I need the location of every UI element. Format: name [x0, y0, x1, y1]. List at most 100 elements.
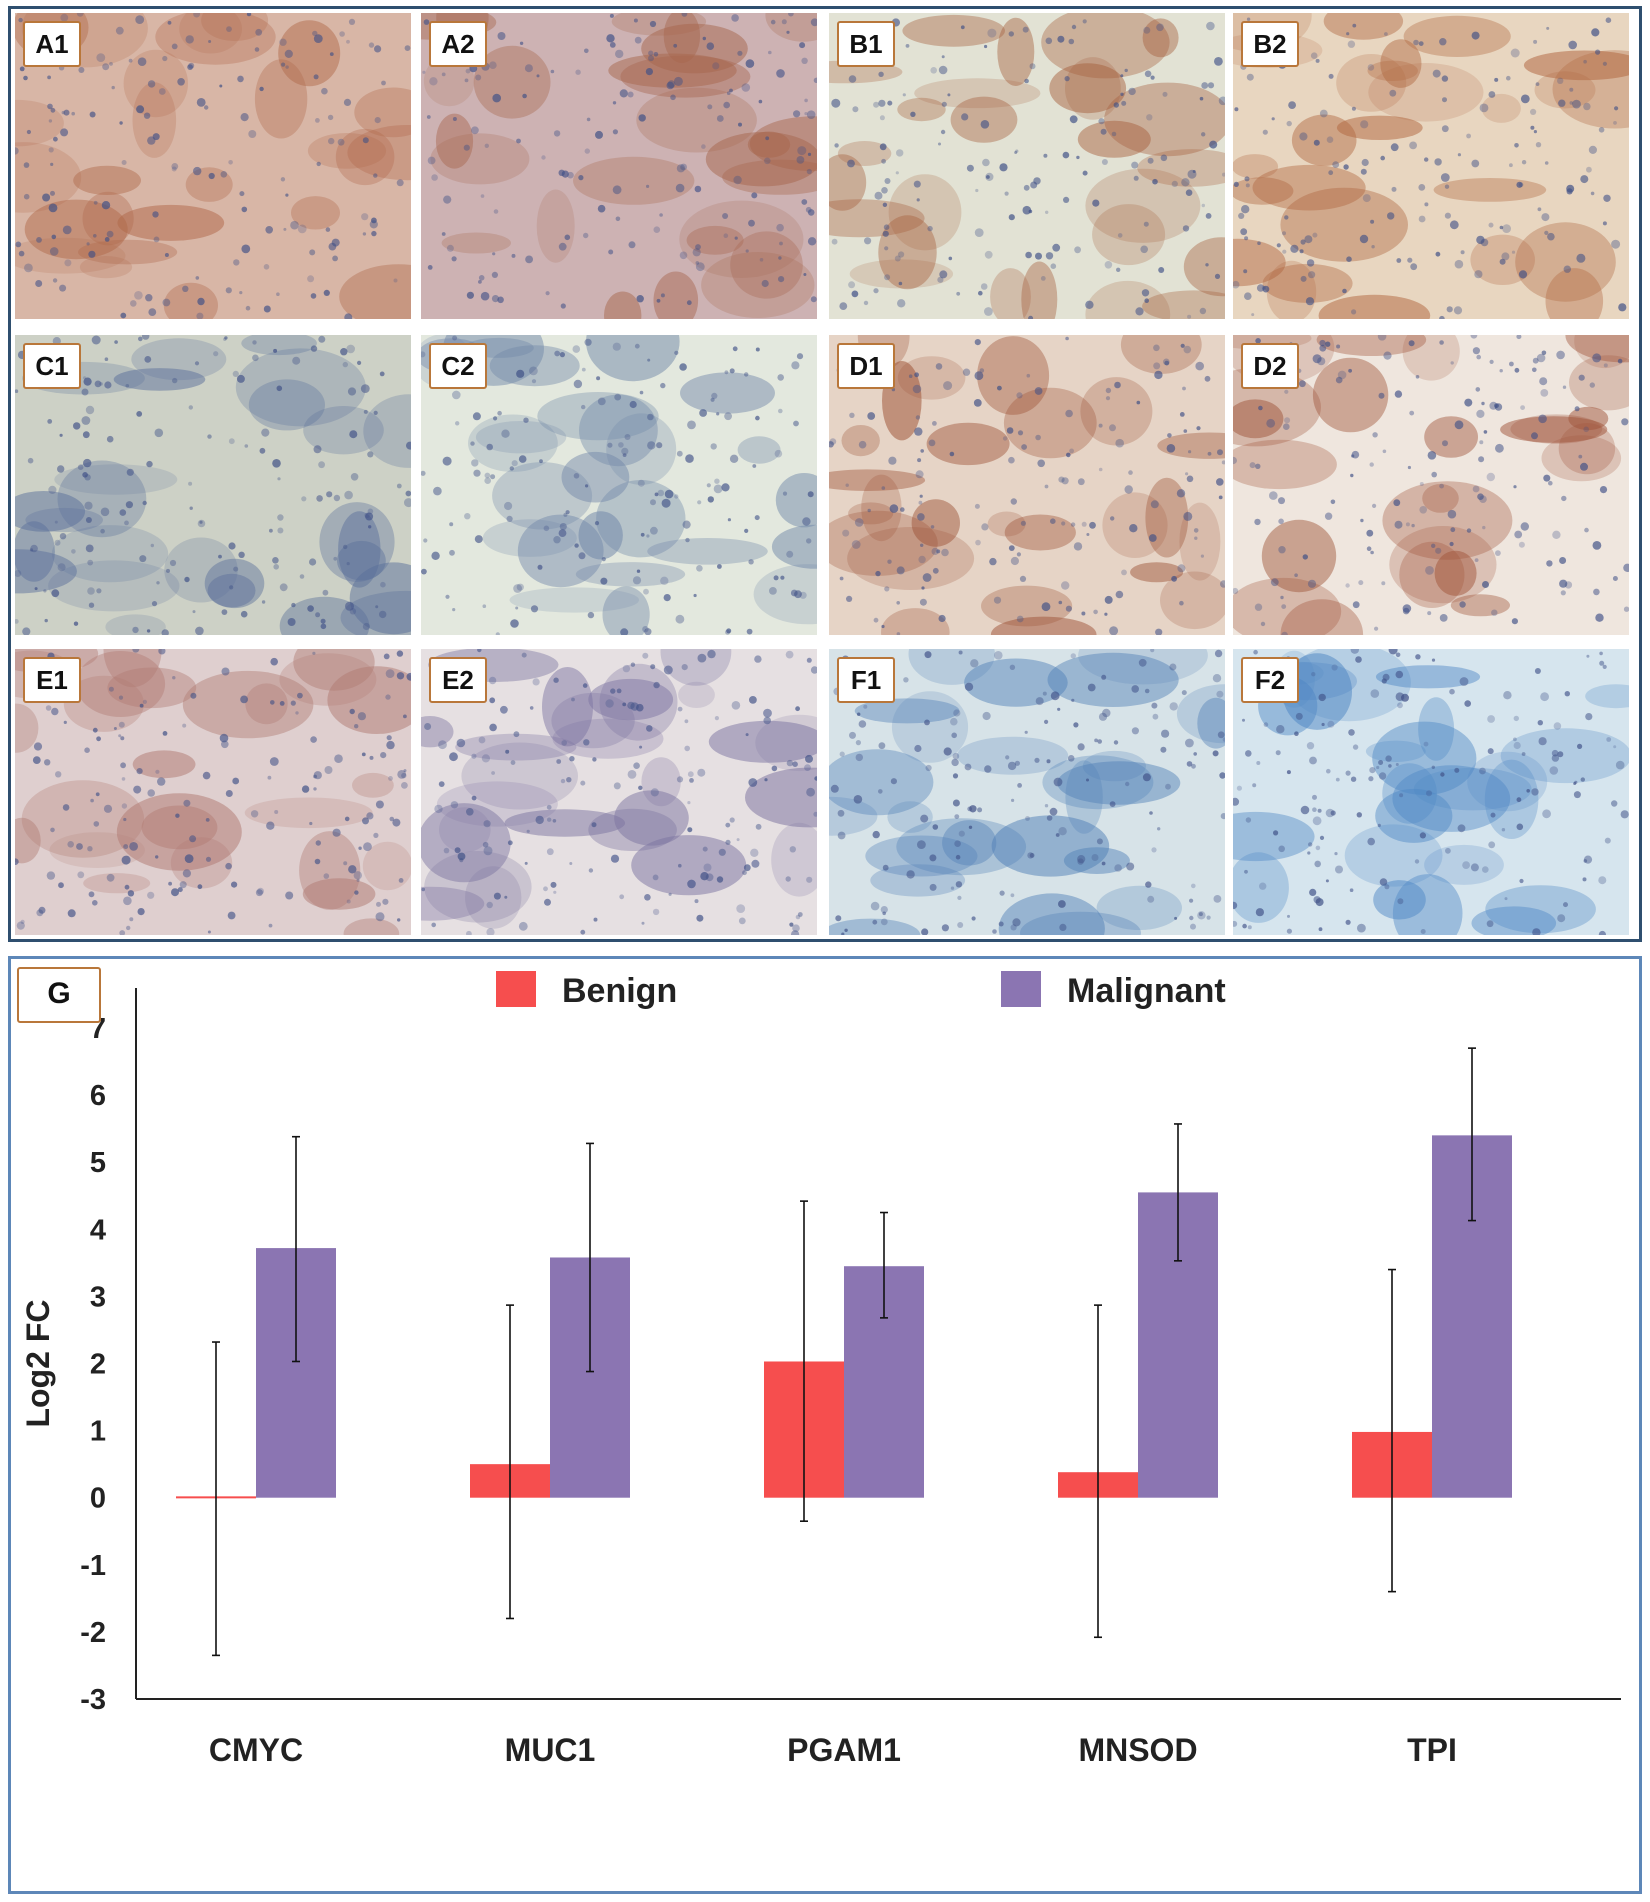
- cell-nucleus: [1245, 183, 1250, 188]
- cell-nucleus: [471, 459, 479, 467]
- tissue-region: [1323, 13, 1404, 40]
- cell-nucleus: [961, 113, 969, 121]
- cell-nucleus: [1098, 118, 1105, 125]
- cell-nucleus: [650, 499, 656, 506]
- cell-nucleus: [1351, 450, 1360, 459]
- cell-nucleus: [1245, 817, 1252, 823]
- tissue-region: [1261, 519, 1337, 593]
- cell-nucleus: [584, 338, 592, 346]
- cell-nucleus: [724, 412, 732, 421]
- cell-nucleus: [900, 507, 905, 512]
- cell-nucleus: [383, 653, 390, 660]
- cell-nucleus: [986, 175, 990, 179]
- cell-nucleus: [332, 828, 341, 837]
- cell-nucleus: [482, 841, 489, 848]
- cell-nucleus: [431, 922, 436, 928]
- cell-nucleus: [550, 69, 555, 74]
- cell-nucleus: [872, 830, 880, 839]
- cell-nucleus: [937, 276, 944, 283]
- cell-nucleus: [1025, 251, 1032, 259]
- tissue-region: [981, 585, 1073, 627]
- cell-nucleus: [532, 678, 540, 686]
- cell-nucleus: [684, 745, 690, 752]
- cell-nucleus: [1559, 579, 1568, 588]
- tissue-region: [1287, 649, 1411, 722]
- cell-nucleus: [710, 397, 715, 402]
- cell-nucleus: [839, 302, 848, 310]
- cell-nucleus: [890, 778, 897, 785]
- cell-nucleus: [887, 100, 893, 106]
- cell-nucleus: [1378, 772, 1387, 780]
- tissue-region: [278, 20, 341, 87]
- y-tick-label: -2: [80, 1617, 106, 1649]
- cell-nucleus: [1605, 17, 1612, 23]
- x-tick-label: CMYC: [209, 1732, 303, 1768]
- cell-nucleus: [1160, 746, 1167, 753]
- cell-nucleus: [507, 840, 513, 846]
- cell-nucleus: [1045, 210, 1049, 214]
- cell-nucleus: [1073, 722, 1079, 728]
- cell-nucleus: [1061, 581, 1070, 590]
- cell-nucleus: [1278, 845, 1285, 853]
- cell-nucleus: [984, 765, 992, 773]
- cell-nucleus: [1325, 879, 1329, 883]
- tissue-texture: [15, 649, 411, 935]
- cell-nucleus: [144, 356, 152, 363]
- cell-nucleus: [150, 543, 154, 548]
- cell-nucleus: [283, 227, 287, 231]
- cell-nucleus: [455, 421, 460, 426]
- cell-nucleus: [763, 708, 772, 718]
- cell-nucleus: [1483, 430, 1488, 434]
- cell-nucleus: [136, 105, 145, 114]
- tissue-region: [116, 793, 242, 871]
- tissue-region: [435, 113, 474, 169]
- cell-nucleus: [1590, 191, 1595, 196]
- cell-nucleus: [881, 158, 886, 164]
- cell-nucleus: [560, 778, 566, 784]
- cell-nucleus: [530, 605, 539, 613]
- cell-nucleus: [1041, 602, 1051, 612]
- cell-nucleus: [1568, 40, 1577, 50]
- cell-nucleus: [1014, 760, 1020, 766]
- cell-nucleus: [678, 863, 682, 868]
- cell-nucleus: [126, 468, 134, 476]
- cell-nucleus: [386, 740, 395, 750]
- cell-nucleus: [998, 921, 1004, 927]
- cell-nucleus: [1142, 773, 1151, 782]
- cell-nucleus: [697, 500, 702, 505]
- cell-nucleus: [754, 515, 760, 521]
- cell-nucleus: [1509, 163, 1513, 168]
- cell-nucleus: [1595, 49, 1601, 55]
- cell-nucleus: [24, 263, 33, 273]
- cell-nucleus: [184, 854, 194, 863]
- cell-nucleus: [121, 803, 128, 809]
- tissue-region: [678, 681, 715, 708]
- cell-nucleus: [310, 345, 318, 352]
- cell-nucleus: [456, 738, 466, 748]
- cell-nucleus: [15, 619, 19, 624]
- cell-nucleus: [522, 93, 527, 99]
- cell-nucleus: [1561, 495, 1567, 502]
- cell-nucleus: [1586, 654, 1590, 658]
- cell-nucleus: [441, 232, 446, 236]
- cell-nucleus: [239, 291, 243, 295]
- cell-nucleus: [1150, 75, 1155, 80]
- cell-nucleus: [1445, 847, 1451, 854]
- cell-nucleus: [1257, 241, 1261, 245]
- cell-nucleus: [175, 813, 180, 818]
- cell-nucleus: [1247, 925, 1252, 930]
- cell-nucleus: [279, 701, 285, 706]
- cell-nucleus: [263, 264, 270, 270]
- cell-nucleus: [1071, 24, 1077, 30]
- cell-nucleus: [324, 766, 333, 774]
- cell-nucleus: [656, 442, 663, 449]
- cell-nucleus: [101, 201, 111, 210]
- tissue-region: [1585, 684, 1629, 709]
- cell-nucleus: [799, 42, 806, 49]
- tissue-region: [926, 422, 1010, 466]
- cell-nucleus: [641, 921, 645, 925]
- tissue-region: [204, 558, 265, 609]
- cell-nucleus: [1200, 554, 1204, 558]
- cell-nucleus: [285, 65, 289, 69]
- cell-nucleus: [368, 525, 372, 529]
